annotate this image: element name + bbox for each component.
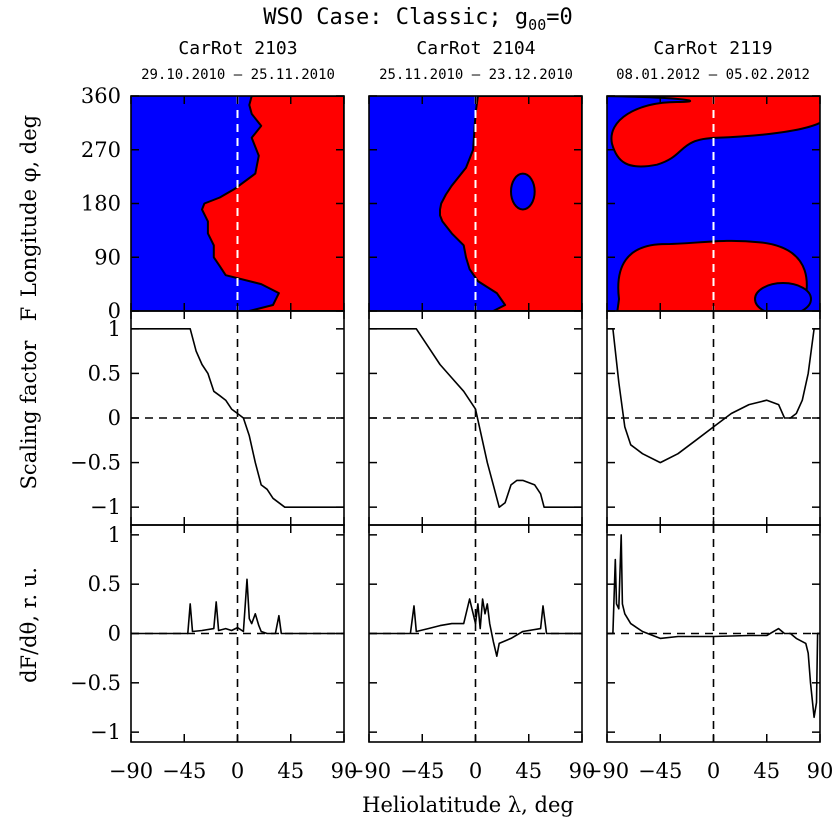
panel-2-name: CarRot 2104 — [416, 38, 535, 59]
x-tick-label: 0 — [231, 759, 244, 783]
y-tick-label: 1 — [108, 523, 121, 547]
x-tick-label: 45 — [277, 759, 304, 783]
y-tick-label: −1 — [90, 720, 121, 744]
panel-3-name: CarRot 2119 — [653, 38, 772, 59]
figure-title: WSO Case: Classic; g00=0 — [263, 5, 572, 34]
y-tick-label: 0.5 — [88, 361, 121, 385]
plot-area: 0 90 180 270 360 −1 −0.5 0 0.5 1 −1 −0.5 0 0.5 1 −90 −45… — [70, 84, 833, 783]
y-tick-label: 360 — [81, 84, 121, 108]
y-tick-label: 270 — [81, 138, 121, 162]
xlabel: Heliolatitude λ, deg — [362, 793, 574, 817]
map-negative-island — [509, 172, 536, 211]
scaling-factor-line-3 — [607, 327, 820, 464]
map-panel-3 — [607, 96, 820, 311]
derivative-line-3 — [607, 534, 820, 719]
y-tick-label: 180 — [81, 192, 121, 216]
x-tick-label: −45 — [162, 759, 206, 783]
ylabel-longitude: Longitude φ, deg — [17, 115, 41, 297]
derivative-line-2 — [369, 598, 582, 658]
x-tick-label: 45 — [515, 759, 542, 783]
x-tick-label: −45 — [638, 759, 682, 783]
y-tick-label: 0 — [108, 406, 121, 430]
y-tick-label: 90 — [94, 245, 121, 269]
x-tick-label: −90 — [347, 759, 391, 783]
ylabel-dfdtheta: dF/dθ, r. u. — [17, 567, 41, 683]
panel-3-dates: 08.01.2012 – 05.02.2012 — [616, 67, 810, 83]
map-negative-island — [754, 282, 812, 311]
scaling-factor-line-2 — [369, 327, 582, 509]
ylabel-scaling: Scaling factor — [17, 340, 41, 490]
x-tick-label: −90 — [585, 759, 629, 783]
x-tick-label: −90 — [109, 759, 153, 783]
y-tick-label: −1 — [90, 495, 121, 519]
y-tick-label: 0 — [108, 299, 121, 323]
x-tick-label: −45 — [400, 759, 444, 783]
x-tick-label: 45 — [753, 759, 780, 783]
x-tick-label: 90 — [331, 759, 358, 783]
panel-2-dates: 25.11.2010 – 23.12.2010 — [379, 67, 573, 83]
derivative-line-1 — [131, 578, 344, 635]
scaling-factor-line-1 — [131, 327, 344, 509]
x-tick-label: 90 — [807, 759, 834, 783]
ylabel-f: F — [17, 307, 41, 322]
y-tick-label: −0.5 — [70, 671, 121, 695]
x-tick-label: 90 — [569, 759, 596, 783]
panel-1-dates: 29.10.2010 – 25.11.2010 — [141, 67, 335, 83]
y-tick-label: 0 — [108, 622, 121, 646]
panel-1-name: CarRot 2103 — [178, 38, 297, 59]
x-tick-label: 0 — [469, 759, 482, 783]
x-tick-label: 0 — [707, 759, 720, 783]
y-tick-label: 1 — [108, 317, 121, 341]
y-tick-label: 0.5 — [88, 572, 121, 596]
y-tick-label: −0.5 — [70, 451, 121, 475]
